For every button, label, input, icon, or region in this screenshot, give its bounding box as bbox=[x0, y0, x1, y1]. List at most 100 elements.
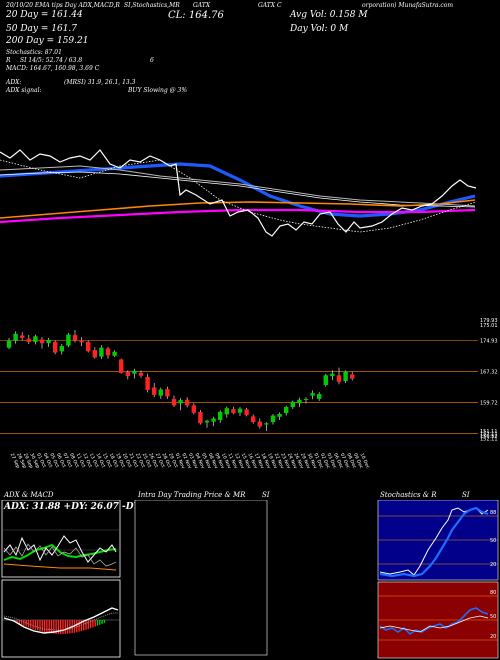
macd-panel bbox=[1, 579, 121, 658]
macd-histogram-bar bbox=[41, 620, 43, 632]
candle-body bbox=[39, 339, 45, 344]
ma50-label: 50 Day = 161.7 bbox=[6, 24, 78, 34]
date-label: 22 Oct bbox=[134, 452, 146, 469]
candle-body bbox=[79, 340, 84, 343]
macd-histogram-bar bbox=[83, 620, 85, 631]
date-label: 20 Oct bbox=[121, 452, 133, 469]
candle-body bbox=[72, 335, 78, 341]
macd-histogram-bar bbox=[66, 620, 69, 634]
macd-histogram-bar bbox=[94, 620, 96, 627]
macd-histogram-bar bbox=[57, 620, 60, 634]
macd-histogram-bar bbox=[23, 620, 25, 626]
macd-histogram-bar bbox=[80, 620, 83, 632]
date-label: 11 Oct bbox=[75, 452, 87, 469]
date-label: 21 Oct bbox=[127, 452, 139, 469]
macd-histogram-bar bbox=[43, 620, 46, 633]
adx-panel bbox=[1, 500, 121, 578]
macd-histogram-bar bbox=[18, 620, 20, 624]
macd-histogram-bar bbox=[87, 620, 89, 630]
candle-body bbox=[92, 350, 97, 358]
stochastics-title: Stochastics & R bbox=[380, 491, 437, 499]
date-label: 18 Oct bbox=[108, 452, 120, 469]
macd-histogram-bar bbox=[20, 620, 23, 625]
candle-body bbox=[297, 399, 302, 404]
mrsi-line bbox=[379, 615, 489, 633]
date-label: 28 Oct bbox=[160, 452, 172, 469]
macd-histogram-bar bbox=[16, 620, 18, 623]
adx-reading: ADX: 31.88 +DY: 26.07 -DY: 13.47 bbox=[3, 502, 174, 512]
candle-body bbox=[211, 418, 216, 422]
intraday-panel bbox=[134, 500, 268, 656]
price-level-label: 167.32 bbox=[480, 370, 498, 376]
macd-histogram-bar bbox=[78, 620, 80, 632]
macd-histogram-bar bbox=[99, 620, 101, 625]
candle-body bbox=[336, 375, 342, 382]
svg-text:50: 50 bbox=[490, 538, 496, 544]
svg-text:80: 80 bbox=[490, 590, 496, 596]
macd-histogram-bar bbox=[85, 620, 87, 630]
candle-body bbox=[310, 393, 315, 396]
price-close-line bbox=[0, 149, 477, 237]
stochastics-panel: 88 50 20 bbox=[377, 500, 499, 581]
candle-body bbox=[270, 415, 276, 423]
macd-histogram-bar bbox=[50, 620, 53, 634]
date-label: 01 Oct bbox=[35, 452, 47, 469]
candle-body bbox=[105, 348, 111, 356]
macd-histogram-bar bbox=[103, 620, 106, 623]
bottom-right-label: 150.52 bbox=[480, 434, 498, 440]
ma20-label: 20 Day = 161.44 bbox=[6, 10, 83, 20]
candle-body bbox=[145, 376, 150, 390]
candle-body bbox=[46, 339, 51, 344]
bottom-panels: ADX: 31.88 +DY: 26.07 -DY: 13.47 88 50 2… bbox=[1, 500, 499, 659]
price-level-label: 152.11 bbox=[480, 436, 498, 442]
candle-body bbox=[257, 421, 262, 427]
date-label: 05 Oct bbox=[48, 452, 60, 469]
candle-body bbox=[138, 372, 144, 376]
ema-orange-line bbox=[0, 199, 476, 219]
date-label: 19 Oct bbox=[114, 452, 126, 469]
candle-body bbox=[20, 335, 25, 338]
buy-signal-label: BUY Slowing @ 3% bbox=[128, 87, 188, 94]
candle-body bbox=[284, 407, 289, 414]
header-ticker: GATX bbox=[193, 2, 211, 9]
candle-body bbox=[244, 409, 249, 416]
intraday-title-suffix: SI bbox=[262, 491, 270, 499]
candle-body bbox=[86, 341, 91, 352]
header-ticker-full: GATX C bbox=[258, 2, 282, 9]
price-level-label: 152.11 bbox=[480, 431, 498, 437]
candle-body bbox=[185, 399, 190, 406]
moving-average-lines bbox=[0, 149, 477, 237]
candle-body bbox=[251, 416, 256, 423]
candle-body bbox=[125, 372, 130, 377]
top-right-label: 175.01 bbox=[480, 323, 498, 329]
plus-dy-line bbox=[3, 535, 117, 563]
macd-histogram-bar bbox=[37, 620, 39, 631]
rsi-extra: 6 bbox=[150, 57, 154, 64]
candle-body bbox=[317, 394, 322, 399]
rsi-panel: 80 50 20 bbox=[377, 581, 499, 659]
macd-signal-line bbox=[3, 612, 118, 631]
rsi-line bbox=[379, 607, 489, 636]
stochastics-label: Stochastics: 87.01 bbox=[6, 49, 62, 56]
mrsi-label: (MRSI) 31.9, 26.1, 13.3 bbox=[64, 79, 136, 86]
date-label: 06 Oct bbox=[55, 452, 67, 469]
ema-200-line bbox=[0, 208, 476, 224]
svg-text:20: 20 bbox=[490, 562, 496, 568]
macd-histogram-bar bbox=[76, 620, 78, 633]
candle-body bbox=[343, 371, 348, 381]
date-label: 27 Oct bbox=[154, 452, 166, 469]
candle-body bbox=[119, 359, 124, 373]
macd-histogram-bar bbox=[30, 620, 32, 629]
candle-body bbox=[152, 387, 157, 395]
macd-histogram bbox=[14, 620, 106, 634]
rsi-label: R bbox=[6, 57, 11, 64]
minus-dy-line bbox=[3, 543, 117, 567]
candle-body bbox=[59, 346, 64, 352]
ema-20-line bbox=[0, 171, 476, 208]
candle-body bbox=[237, 408, 243, 413]
date-label: 12 Oct bbox=[81, 452, 93, 469]
candle-body bbox=[290, 401, 295, 408]
candle-body bbox=[66, 334, 71, 346]
